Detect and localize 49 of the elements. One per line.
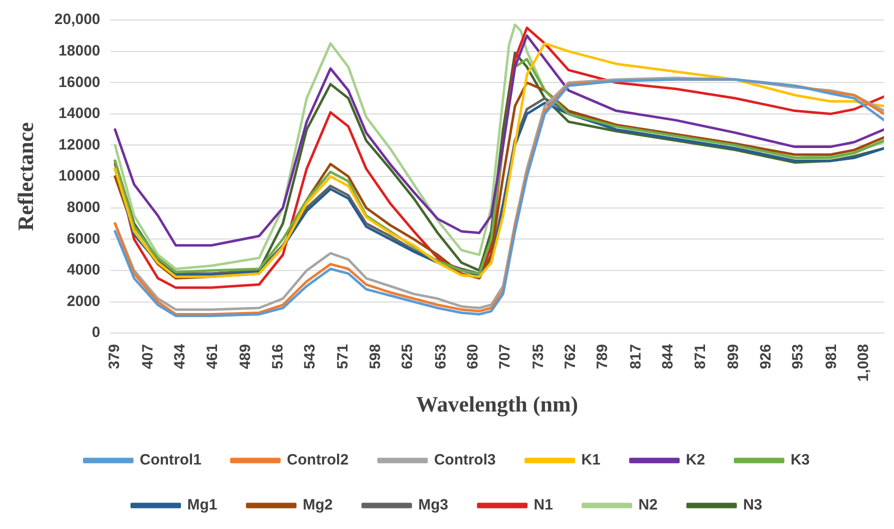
x-tick-label: 571 — [334, 344, 352, 370]
x-tick-label: 844 — [660, 343, 677, 370]
y-tick-label: 18000 — [58, 42, 100, 60]
y-tick-label: 0 — [92, 324, 100, 342]
x-tick-label: 516 — [269, 344, 286, 370]
x-tick-label: 817 — [628, 344, 645, 370]
x-tick-label: 871 — [692, 344, 709, 370]
x-tick-label: 680 — [464, 344, 482, 370]
y-tick-label: 12000 — [58, 136, 100, 154]
y-tick-label: 6000 — [66, 230, 100, 248]
x-tick-label: 899 — [725, 344, 742, 370]
y-tick-label: 10000 — [58, 168, 100, 185]
x-tick-label: 434 — [172, 343, 189, 370]
legend-label: K3 — [790, 452, 810, 469]
x-tick-label: 379 — [106, 344, 124, 370]
y-tick-label: 20,000 — [54, 11, 100, 28]
y-axis-title: Reflectance — [12, 122, 38, 231]
x-tick-label: 598 — [366, 344, 384, 370]
legend-label: Control1 — [140, 452, 202, 469]
x-tick-label: 625 — [399, 344, 416, 370]
x-tick-label: 407 — [140, 344, 157, 370]
x-tick-label: 461 — [204, 344, 221, 370]
legend-label: N2 — [638, 496, 658, 514]
legend-label: N1 — [534, 496, 553, 514]
x-tick-label: 735 — [530, 344, 547, 370]
y-tick-label: 2000 — [66, 292, 100, 310]
y-tick-label: 14000 — [58, 105, 100, 122]
x-tick-label: 707 — [496, 344, 514, 370]
legend-label: Control3 — [434, 452, 496, 469]
y-tick-label: 16000 — [58, 74, 100, 91]
x-tick-label: 1,008 — [854, 344, 872, 382]
y-tick-label: 4000 — [66, 262, 100, 279]
legend-label: K1 — [581, 452, 600, 469]
legend-label: K2 — [686, 452, 706, 469]
x-tick-label: 953 — [789, 344, 806, 370]
x-tick-label: 653 — [432, 344, 450, 370]
legend-label: N3 — [743, 496, 762, 514]
x-tick-label: 981 — [822, 344, 840, 370]
x-tick-label: 926 — [757, 344, 774, 370]
x-tick-label: 762 — [562, 344, 580, 370]
legend-label: Mg2 — [302, 496, 333, 514]
legend-label: Control2 — [286, 452, 349, 469]
legend-label: Mg3 — [418, 496, 448, 514]
x-tick-label: 789 — [594, 344, 612, 370]
legend-label: Mg1 — [187, 496, 218, 514]
x-tick-label: 489 — [237, 344, 254, 370]
x-axis-title: Wavelength (nm) — [416, 391, 578, 416]
x-tick-label: 543 — [301, 344, 318, 370]
y-tick-label: 8000 — [66, 198, 100, 216]
